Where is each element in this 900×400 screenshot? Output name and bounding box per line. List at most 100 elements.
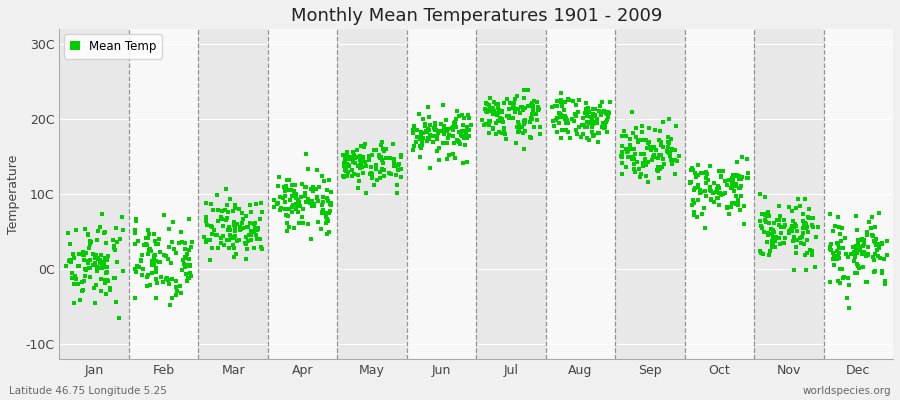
Point (453, 141, 467, 147)
Point (228, 224, 242, 231)
Point (793, 234, 807, 241)
Point (415, 140, 429, 147)
Bar (407, 29, 476, 359)
Point (306, 184, 320, 190)
Point (561, 129, 575, 136)
Point (554, 112, 569, 118)
Point (320, 216, 334, 222)
Point (641, 179, 655, 185)
Point (353, 156, 367, 162)
Point (562, 120, 576, 126)
Point (176, 261, 191, 267)
Point (860, 252, 875, 258)
Point (663, 152, 678, 159)
Point (857, 249, 871, 256)
Point (418, 123, 433, 129)
Point (497, 100, 511, 106)
Point (310, 195, 325, 201)
Point (296, 206, 310, 212)
Bar (476, 29, 545, 359)
Point (349, 147, 364, 154)
Point (823, 211, 837, 217)
Point (559, 120, 573, 126)
Point (94, 210, 109, 217)
Point (178, 264, 193, 270)
Point (323, 202, 338, 208)
Point (217, 242, 231, 248)
Point (765, 239, 779, 246)
Point (454, 132, 469, 139)
Point (500, 96, 514, 102)
Point (740, 156, 754, 162)
Point (824, 241, 838, 247)
Point (355, 143, 369, 149)
Point (597, 108, 611, 115)
Point (337, 163, 351, 170)
Point (547, 123, 562, 129)
Point (67, 300, 81, 307)
Point (339, 155, 354, 161)
Point (150, 280, 165, 287)
Point (244, 209, 258, 216)
Point (602, 110, 616, 116)
Point (626, 109, 640, 116)
Point (698, 170, 712, 176)
Point (495, 108, 509, 115)
Point (869, 247, 884, 253)
Point (845, 251, 859, 257)
Point (486, 105, 500, 112)
Point (152, 259, 166, 265)
Point (572, 97, 587, 104)
Point (724, 185, 738, 192)
Point (554, 102, 569, 109)
Point (568, 102, 582, 108)
Point (307, 202, 321, 209)
Point (495, 116, 509, 122)
Point (428, 123, 443, 130)
Point (626, 155, 640, 161)
Point (273, 207, 287, 213)
Point (321, 210, 336, 216)
Point (94, 275, 108, 282)
Point (633, 174, 647, 180)
Point (83, 257, 97, 264)
Point (499, 136, 513, 142)
Point (129, 218, 143, 224)
Point (391, 167, 405, 173)
Point (699, 179, 714, 186)
Point (364, 175, 379, 182)
Point (310, 198, 325, 204)
Point (407, 143, 421, 149)
Point (630, 158, 644, 165)
Point (181, 275, 195, 282)
Point (436, 140, 450, 146)
Point (238, 234, 253, 240)
Point (148, 265, 163, 271)
Point (734, 154, 749, 160)
Point (859, 279, 873, 285)
Point (566, 118, 580, 124)
Point (796, 218, 810, 225)
Point (558, 126, 572, 133)
Point (668, 171, 682, 177)
Point (645, 145, 660, 151)
Point (464, 122, 478, 128)
Point (338, 155, 353, 162)
Point (634, 128, 649, 135)
Point (462, 127, 476, 133)
Point (710, 195, 724, 201)
Point (83, 274, 97, 280)
Point (422, 126, 436, 133)
Point (182, 256, 196, 262)
Point (668, 156, 682, 163)
Point (386, 140, 400, 147)
Point (549, 128, 563, 135)
Point (558, 112, 572, 119)
Point (634, 151, 648, 158)
Point (757, 229, 771, 236)
Point (222, 232, 237, 238)
Point (501, 114, 516, 121)
Point (233, 224, 248, 230)
Point (662, 138, 676, 145)
Point (799, 250, 814, 256)
